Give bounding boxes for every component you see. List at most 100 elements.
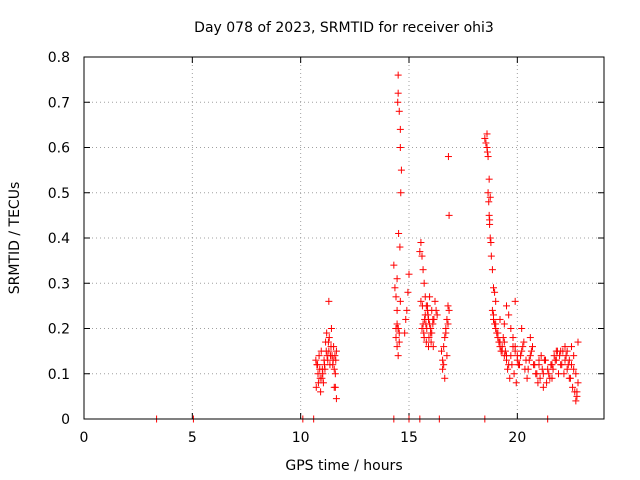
data-point: [404, 288, 412, 296]
data-point: [395, 107, 403, 115]
data-point: [320, 356, 328, 364]
data-point: [441, 374, 449, 382]
data-point: [526, 334, 534, 342]
data-point: [418, 252, 426, 260]
y-tick-label: 0.2: [48, 322, 70, 338]
data-point: [417, 239, 425, 247]
data-point: [417, 297, 425, 305]
data-point: [500, 320, 508, 328]
gridlines: [84, 57, 604, 419]
data-point: [433, 311, 441, 319]
data-point: [570, 365, 578, 373]
data-point: [486, 220, 494, 228]
data-point: [481, 134, 489, 142]
data-point: [442, 329, 450, 337]
data-point: [548, 374, 556, 382]
data-point: [318, 374, 326, 382]
data-point: [523, 374, 531, 382]
y-tick-label: 0.7: [48, 95, 70, 111]
data-point: [394, 71, 402, 79]
data-point: [444, 302, 452, 310]
data-point: [425, 334, 433, 342]
data-point: [427, 329, 435, 337]
data-point: [563, 365, 571, 373]
data-point: [508, 361, 516, 369]
data-point: [426, 293, 434, 301]
data-point: [574, 338, 582, 346]
data-point: [316, 365, 324, 373]
data-point: [428, 306, 436, 314]
data-point: [444, 153, 452, 161]
tick-labels: 0 5 10 15 20 0 0.1 0.2 0.3 0.4 0.5 0.6 0.7 0.8: [48, 50, 527, 446]
data-point: [507, 325, 515, 332]
data-point: [551, 356, 559, 364]
data-point: [496, 315, 504, 323]
data-point: [558, 361, 566, 369]
data-point: [486, 193, 494, 201]
data-point: [562, 352, 570, 360]
data-point: [529, 343, 536, 351]
data-point: [438, 347, 445, 355]
data-points: [153, 71, 582, 423]
data-point: [419, 266, 427, 274]
y-tick-label: 0.4: [48, 231, 70, 247]
data-point: [536, 374, 544, 382]
data-point: [573, 388, 581, 396]
data-point: [538, 365, 546, 373]
data-point: [500, 352, 508, 360]
data-point: [390, 261, 398, 269]
data-point: [440, 361, 448, 369]
data-point: [322, 347, 330, 355]
data-point: [537, 352, 545, 360]
data-point: [396, 144, 404, 151]
data-point: [483, 148, 491, 156]
y-tick-label: 0.1: [48, 367, 70, 383]
data-point: [561, 343, 569, 351]
data-point: [331, 370, 339, 378]
data-point: [563, 347, 571, 355]
data-point: [394, 98, 402, 106]
data-point: [421, 315, 429, 323]
data-point: [569, 383, 577, 391]
data-point: [490, 284, 497, 292]
data-point: [429, 343, 437, 351]
data-point: [547, 361, 555, 369]
data-point: [441, 334, 449, 342]
data-point: [507, 352, 515, 360]
data-point: [499, 334, 507, 342]
plot-frame: [83, 56, 605, 420]
data-point: [556, 352, 564, 360]
data-point: [423, 325, 431, 332]
data-point: [484, 153, 492, 161]
data-point: [393, 306, 401, 314]
data-point: [564, 361, 572, 369]
data-point: [312, 383, 320, 391]
x-tick-label: 5: [188, 430, 197, 446]
data-point: [443, 352, 451, 360]
data-point: [396, 243, 404, 251]
data-point: [574, 379, 582, 387]
data-point: [424, 311, 432, 319]
data-point: [314, 361, 322, 369]
data-point: [552, 347, 560, 355]
data-point: [517, 352, 525, 360]
data-point: [401, 329, 409, 337]
data-point: [443, 315, 451, 323]
data-point: [394, 352, 402, 360]
data-point: [487, 252, 495, 260]
data-point: [491, 288, 499, 296]
data-point: [532, 370, 540, 378]
data-point: [519, 343, 527, 351]
data-point: [395, 229, 403, 237]
data-point: [509, 334, 517, 342]
data-point: [539, 383, 547, 391]
data-point: [315, 352, 323, 360]
data-point: [545, 370, 553, 378]
data-point: [418, 302, 426, 310]
y-tick-label: 0: [61, 412, 70, 428]
data-point: [540, 356, 548, 364]
data-point: [325, 297, 333, 305]
chart-title: Day 078 of 2023, SRMTID for receiver ohi…: [194, 20, 494, 36]
data-point: [518, 347, 526, 355]
data-point: [487, 239, 495, 247]
